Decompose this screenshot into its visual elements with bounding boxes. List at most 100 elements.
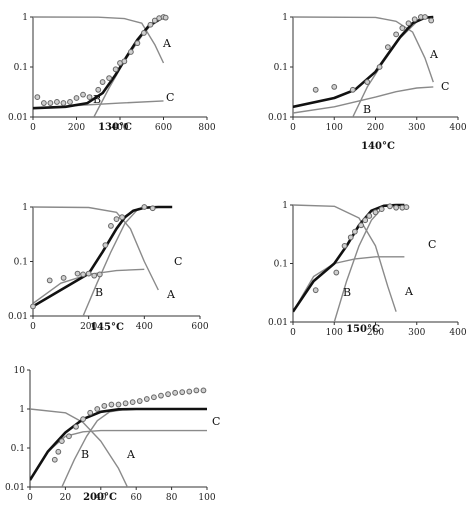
- x-tick-label: 100: [198, 493, 215, 503]
- data-point: [74, 270, 81, 277]
- y-tick-label: 0.1: [274, 260, 288, 270]
- curve-label-B: B: [93, 93, 101, 106]
- series-B-line: [61, 408, 128, 487]
- panel-3: 0.01 0.1 1 0 200 400 600 A B C 145°C: [8, 203, 209, 333]
- curve-label-A: A: [404, 285, 414, 298]
- data-point: [47, 100, 54, 106]
- series-C-line: [293, 256, 405, 313]
- data-point: [101, 403, 108, 409]
- data-point: [387, 203, 393, 210]
- temperature-label: 140°C: [361, 141, 395, 152]
- y-tick-label: 0.01: [5, 483, 25, 493]
- temperature-label: 145°C: [90, 322, 124, 333]
- x-tick-label: 400: [449, 123, 466, 133]
- data-point: [115, 401, 122, 408]
- y-tick-label: 10: [14, 366, 26, 376]
- x-tick-label: 0: [290, 123, 296, 133]
- y-tick-label: 0.01: [8, 312, 28, 322]
- data-point: [172, 389, 179, 396]
- curve-label-C: C: [441, 80, 449, 93]
- data-point: [60, 100, 67, 106]
- data-point: [80, 416, 86, 423]
- x-tick-label: 400: [136, 322, 153, 332]
- data-point: [399, 25, 406, 31]
- data-point: [333, 269, 340, 276]
- x-tick-label: 300: [408, 328, 425, 338]
- x-tick-label: 300: [408, 123, 425, 133]
- data-point: [384, 44, 391, 51]
- data-point: [127, 49, 134, 55]
- data-point: [158, 392, 164, 399]
- data-point: [151, 17, 158, 24]
- x-tick-label: 800: [198, 123, 215, 133]
- panel-2: 0.01 0.1 1 0 100 200 300 400 A B C 140°C: [268, 13, 467, 152]
- data-point: [121, 58, 128, 65]
- curve-label-A: A: [166, 288, 176, 301]
- data-point: [80, 91, 86, 98]
- x-tick-label: 200: [80, 322, 97, 332]
- data-point: [96, 271, 103, 278]
- series-fit-line: [30, 407, 207, 481]
- data-point: [112, 66, 119, 73]
- data-point: [200, 387, 207, 394]
- x-tick-label: 600: [191, 322, 208, 332]
- curve-label-C: C: [166, 91, 174, 104]
- series-fit-line: [293, 15, 434, 109]
- data-point: [351, 228, 358, 235]
- data-point: [60, 275, 67, 281]
- series-C-line: [30, 429, 207, 481]
- data-point: [366, 213, 373, 219]
- data-point: [151, 394, 157, 401]
- data-point: [102, 242, 109, 248]
- series-B-line: [333, 205, 385, 322]
- data-point: [129, 399, 136, 406]
- panel-1: 0.01 0.1 1 0 200 400 600 800 A B C 130°C: [8, 13, 216, 133]
- curve-label-A: A: [162, 37, 172, 50]
- data-point: [136, 398, 143, 404]
- data-point: [106, 75, 113, 81]
- data-point: [46, 277, 53, 284]
- y-tick-label: 1: [282, 201, 288, 211]
- data-point: [428, 17, 435, 24]
- curve-label-B: B: [95, 286, 103, 299]
- data-point: [358, 222, 364, 229]
- data-point: [143, 396, 150, 402]
- data-point: [149, 205, 156, 212]
- y-tick-label: 1: [22, 13, 28, 23]
- curve-label-C: C: [212, 415, 220, 428]
- y-tick-label: 1: [19, 405, 25, 415]
- y-tick-label: 0.01: [268, 318, 288, 328]
- data-point: [364, 79, 371, 85]
- x-tick-label: 200: [367, 328, 384, 338]
- x-tick-label: 400: [449, 328, 466, 338]
- series-A-line: [293, 204, 397, 312]
- series-B-line: [82, 207, 140, 316]
- series-A-line: [30, 408, 129, 487]
- data-point: [141, 30, 147, 36]
- x-tick-label: 200: [367, 123, 384, 133]
- data-point: [312, 287, 319, 294]
- y-tick-label: 0.1: [274, 63, 288, 73]
- x-tick-label: 0: [30, 322, 36, 332]
- x-tick-label: 100: [326, 328, 343, 338]
- panel-4: 0.01 0.1 1 0 100 200 300 400 A B C 150°C: [268, 201, 467, 338]
- x-tick-label: 60: [130, 493, 142, 503]
- x-tick-label: 80: [166, 493, 178, 503]
- temperature-label: 200°C: [83, 492, 117, 503]
- data-point: [58, 438, 65, 445]
- curve-label-B: B: [343, 286, 351, 299]
- data-point: [403, 204, 410, 211]
- data-point: [165, 391, 171, 398]
- data-point: [405, 20, 412, 27]
- data-point: [193, 387, 200, 394]
- data-point: [331, 83, 338, 90]
- data-point: [108, 401, 115, 408]
- data-point: [147, 21, 154, 28]
- curve-label-B: B: [81, 448, 89, 461]
- data-point: [95, 86, 102, 93]
- temperature-label: 130°C: [98, 122, 132, 133]
- x-tick-label: 0: [290, 328, 296, 338]
- curve-label-C: C: [428, 238, 436, 251]
- data-point: [376, 64, 383, 70]
